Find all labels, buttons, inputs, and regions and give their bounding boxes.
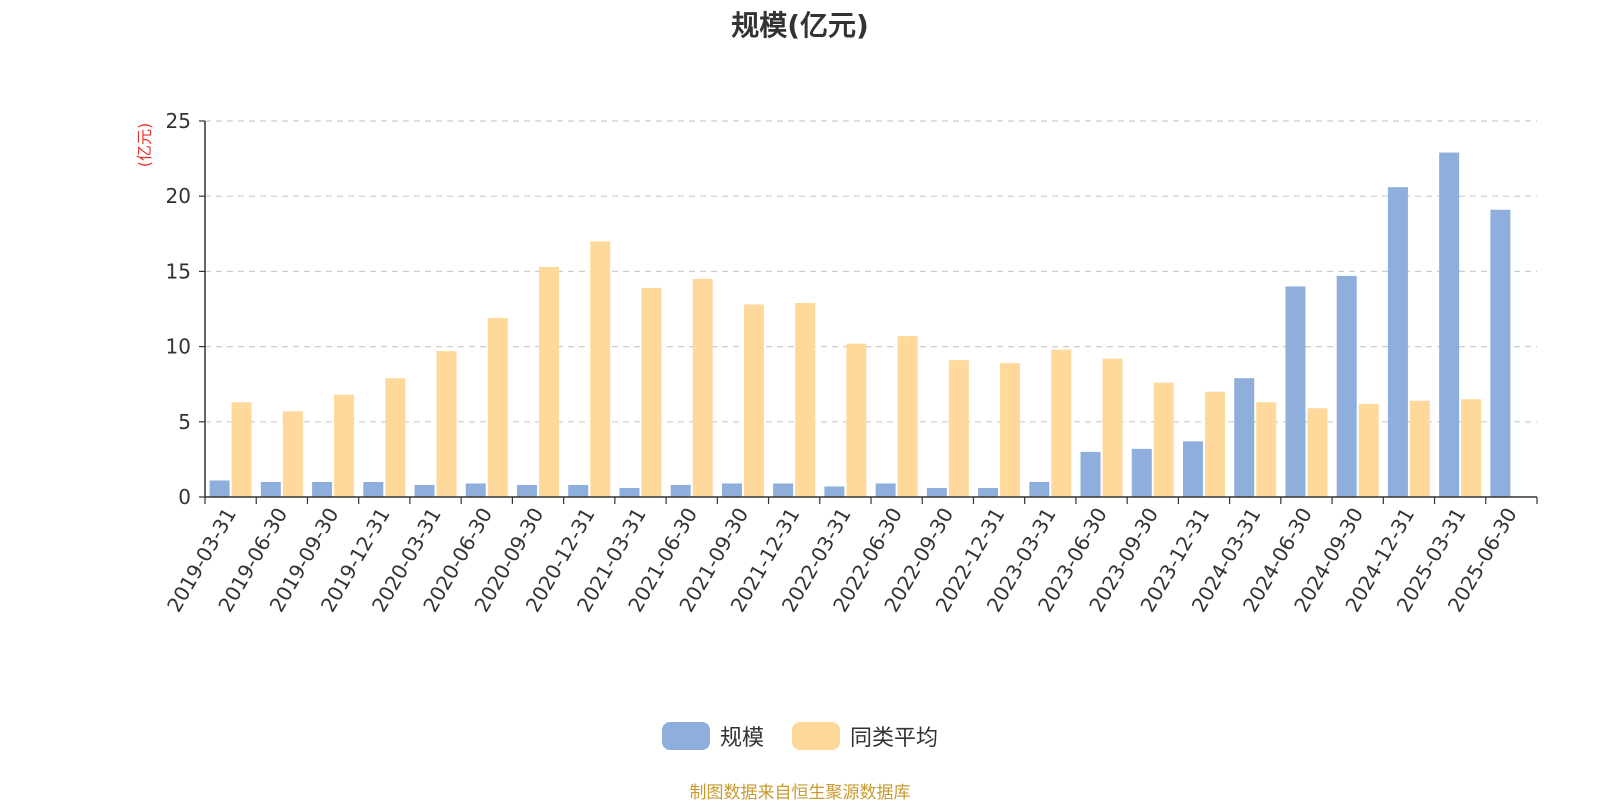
- bar-scale-2023-09-30[interactable]: [1131, 448, 1152, 497]
- bar-scale-2019-09-30[interactable]: [312, 481, 333, 497]
- y-tick-label: 15: [166, 259, 191, 283]
- bars: [209, 152, 1511, 498]
- y-axis-unit-label: (亿元): [135, 123, 154, 168]
- bar-scale-2022-12-31[interactable]: [978, 487, 999, 497]
- bar-scale-2021-03-31[interactable]: [619, 487, 640, 497]
- bar-peer-average-2023-06-30[interactable]: [1102, 358, 1123, 497]
- bar-peer-average-2020-03-31[interactable]: [436, 351, 457, 497]
- legend-swatch: [792, 722, 840, 750]
- legend-label: 同类平均: [850, 726, 939, 751]
- bar-scale-2024-12-31[interactable]: [1387, 187, 1408, 497]
- legend-item-peer-average[interactable]: 同类平均: [792, 720, 938, 752]
- source-note: 制图数据来自恒生聚源数据库: [689, 783, 911, 803]
- bar-scale-2022-03-31[interactable]: [824, 486, 845, 497]
- bar-peer-average-2020-09-30[interactable]: [539, 266, 559, 497]
- bar-peer-average-2023-09-30[interactable]: [1153, 382, 1174, 497]
- bar-scale-2021-06-30[interactable]: [670, 484, 691, 497]
- bar-peer-average-2019-06-30[interactable]: [282, 411, 303, 497]
- bar-peer-average-2024-06-30[interactable]: [1307, 408, 1328, 497]
- bar-peer-average-2019-09-30[interactable]: [334, 394, 355, 497]
- y-tick-label: 25: [166, 109, 191, 133]
- bar-peer-average-2021-03-31[interactable]: [641, 287, 662, 497]
- bar-peer-average-2023-12-31[interactable]: [1205, 391, 1225, 497]
- bar-peer-average-2024-09-30[interactable]: [1358, 403, 1379, 497]
- bar-scale-2021-09-30[interactable]: [721, 483, 742, 497]
- bar-scale-2024-09-30[interactable]: [1336, 275, 1357, 497]
- bar-scale-2023-06-30[interactable]: [1080, 451, 1101, 497]
- legend-label: 规模: [719, 726, 764, 751]
- bar-peer-average-2021-06-30[interactable]: [692, 278, 713, 497]
- bar-peer-average-2019-12-31[interactable]: [385, 378, 406, 497]
- chart-title: 规模(亿元): [731, 9, 869, 42]
- bar-peer-average-2021-12-31[interactable]: [795, 302, 816, 497]
- bar-scale-2022-06-30[interactable]: [875, 483, 896, 497]
- bar-peer-average-2024-12-31[interactable]: [1409, 400, 1430, 497]
- legend-swatch: [661, 722, 710, 750]
- bar-scale-2025-06-30[interactable]: [1490, 209, 1511, 497]
- bar-scale-2024-03-31[interactable]: [1234, 378, 1255, 497]
- bar-scale-2019-12-31[interactable]: [363, 481, 384, 497]
- bar-scale-2021-12-31[interactable]: [773, 483, 794, 497]
- legend: 规模 同类平均: [0, 720, 1600, 752]
- legend-item-scale[interactable]: 规模: [661, 720, 764, 752]
- y-tick-label: 5: [178, 410, 191, 434]
- bar-peer-average-2019-03-31[interactable]: [231, 402, 252, 497]
- bar-scale-2023-03-31[interactable]: [1029, 481, 1050, 497]
- bar-peer-average-2020-12-31[interactable]: [590, 241, 611, 497]
- bar-scale-2019-06-30[interactable]: [260, 481, 281, 497]
- bar-scale-2020-12-31[interactable]: [568, 484, 589, 497]
- bar-scale-2022-09-30[interactable]: [926, 487, 947, 497]
- bar-scale-2024-06-30[interactable]: [1285, 286, 1306, 497]
- bar-peer-average-2020-06-30[interactable]: [487, 318, 508, 497]
- y-tick-label: 20: [166, 184, 191, 208]
- bar-scale-2025-03-31[interactable]: [1439, 152, 1460, 498]
- bar-peer-average-2025-03-31[interactable]: [1461, 399, 1482, 497]
- bar-peer-average-2022-09-30[interactable]: [948, 360, 969, 497]
- bar-peer-average-2021-09-30[interactable]: [743, 304, 764, 497]
- bar-scale-2020-06-30[interactable]: [465, 483, 486, 497]
- bar-peer-average-2022-06-30[interactable]: [897, 336, 918, 497]
- bar-peer-average-2022-12-31[interactable]: [1000, 363, 1021, 497]
- bar-scale-2020-03-31[interactable]: [414, 484, 435, 497]
- bar-peer-average-2024-03-31[interactable]: [1256, 402, 1277, 497]
- bar-scale-2023-12-31[interactable]: [1183, 441, 1203, 497]
- y-tick-label: 10: [166, 335, 191, 359]
- bar-scale-2019-03-31[interactable]: [209, 480, 230, 497]
- bar-scale-2020-09-30[interactable]: [517, 484, 537, 497]
- y-tick-label: 0: [178, 485, 191, 509]
- grid-lines: [205, 120, 1537, 423]
- bar-peer-average-2023-03-31[interactable]: [1051, 349, 1072, 497]
- bar-peer-average-2022-03-31[interactable]: [846, 343, 867, 497]
